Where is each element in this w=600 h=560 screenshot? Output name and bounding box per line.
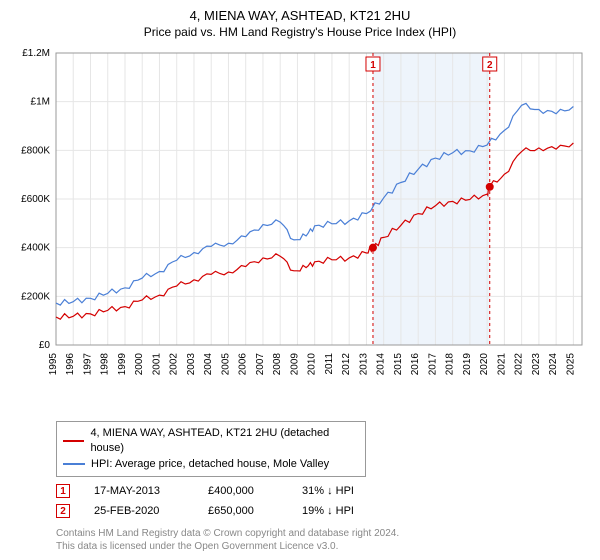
chart: £0 £200K £400K £600K £800K £1M £1.2M 1995 1996 19… [12,45,588,415]
legend-label: 4, MIENA WAY, ASHTEAD, KT21 2HU (detache… [90,426,359,457]
transaction-hpi: 31% ↓ HPI [302,485,382,497]
transaction-hpi: 19% ↓ HPI [302,505,382,517]
x-tick-label: 2004 [203,353,214,376]
x-tick-label: 2002 [169,353,180,376]
x-tick-label: 2009 [289,353,300,376]
x-tick-label: 2016 [410,353,421,376]
x-tick-label: 2021 [496,353,507,376]
x-tick-label: 2013 [358,353,369,376]
legend-swatch [63,440,84,442]
transaction-row: 1 17-MAY-2013 £400,000 31% ↓ HPI [56,481,588,501]
legend-item: HPI: Average price, detached house, Mole… [63,457,359,472]
x-tick-label: 2007 [255,353,266,376]
transaction-marker: 1 [56,484,70,498]
y-tick-label: £600K [21,194,50,205]
footer: Contains HM Land Registry data © Crown c… [56,527,588,553]
x-tick-label: 2023 [531,353,542,376]
x-tick-label: 2011 [324,353,335,375]
y-tick-label: £1M [31,97,50,108]
x-tick-label: 2003 [186,353,197,376]
x-tick-label: 2019 [462,353,473,376]
x-tick-label: 2024 [548,353,559,376]
transaction-row: 2 25-FEB-2020 £650,000 19% ↓ HPI [56,501,588,521]
y-tick-label: £200K [21,291,50,302]
transaction-price: £400,000 [208,485,278,497]
x-tick-label: 2018 [445,353,456,376]
x-tick-label: 2010 [307,353,318,376]
y-tick-label: £0 [39,340,51,351]
y-tick-label: £800K [21,145,50,156]
x-tick-label: 2022 [514,353,525,376]
x-tick-label: 2020 [479,353,490,376]
x-tick-label: 2014 [376,353,387,376]
transaction-date: 17-MAY-2013 [94,485,184,497]
legend: 4, MIENA WAY, ASHTEAD, KT21 2HU (detache… [56,421,366,477]
x-tick-label: 2012 [341,353,352,376]
x-tick-label: 2001 [151,353,162,376]
x-tick-label: 2025 [565,353,576,376]
marker-flag-label: 1 [370,60,376,71]
y-tick-label: £400K [21,243,50,254]
x-tick-label: 2005 [220,353,231,376]
x-tick-label: 1997 [82,353,93,376]
page-title: 4, MIENA WAY, ASHTEAD, KT21 2HU [12,8,588,23]
x-tick-label: 1996 [65,353,76,376]
x-tick-label: 2008 [272,353,283,376]
legend-item: 4, MIENA WAY, ASHTEAD, KT21 2HU (detache… [63,426,359,457]
x-tick-label: 1998 [100,353,111,376]
x-tick-label: 2000 [134,353,145,376]
x-tick-label: 2006 [238,353,249,376]
transaction-price: £650,000 [208,505,278,517]
x-tick-label: 2017 [427,353,438,376]
transaction-marker: 2 [56,504,70,518]
footer-line1: Contains HM Land Registry data © Crown c… [56,527,588,540]
transaction-dot [486,183,494,191]
transaction-date: 25-FEB-2020 [94,505,184,517]
transaction-dot [369,244,377,252]
legend-label: HPI: Average price, detached house, Mole… [91,457,329,472]
transaction-table: 1 17-MAY-2013 £400,000 31% ↓ HPI 2 25-FEB-202… [56,481,588,521]
marker-flag-label: 2 [487,60,493,71]
y-tick-label: £1.2M [22,48,50,59]
x-tick-label: 2015 [393,353,404,376]
x-tick-label: 1999 [117,353,128,376]
footer-line2: This data is licensed under the Open Gov… [56,540,588,553]
x-tick-label: 1995 [48,353,59,376]
legend-swatch [63,463,85,465]
page-subtitle: Price paid vs. HM Land Registry's House … [12,25,588,39]
